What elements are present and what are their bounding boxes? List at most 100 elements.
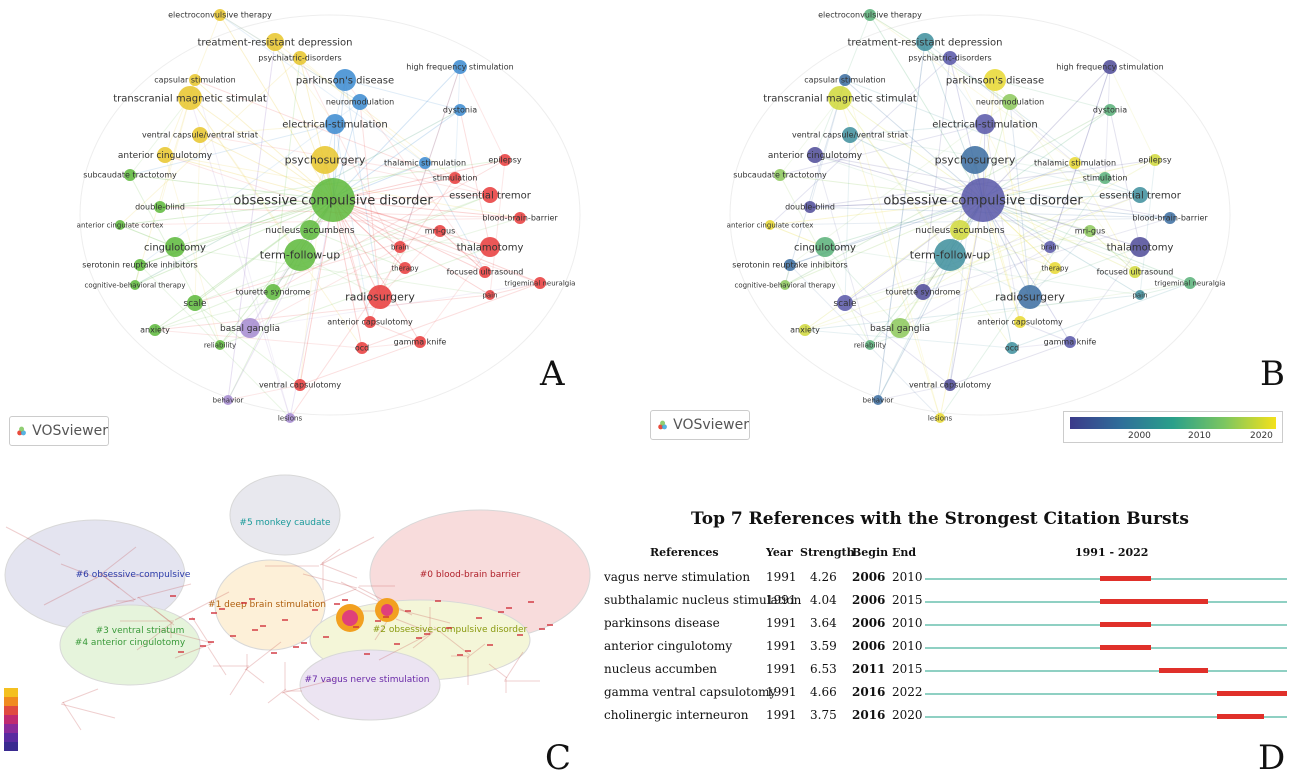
network-node: [356, 342, 368, 354]
network-node: [944, 379, 956, 391]
network-node-label: anterior cingulate cortex: [727, 221, 814, 229]
burst-end: 2015: [892, 662, 923, 676]
network-node: [1064, 336, 1076, 348]
citation-burst-title: Top 7 References with the Strongest Cita…: [691, 509, 1189, 529]
colorbar-tick: 2020: [1250, 431, 1273, 441]
network-node-label: dystonia: [443, 106, 477, 115]
network-node-label: psychiatric-disorders: [258, 54, 341, 63]
panel-c-cluster-map: #5 monkey caudate #6 obsessive-compulsive…: [0, 455, 600, 783]
network-node-label: focused ultrasound: [447, 268, 524, 277]
network-node: [984, 69, 1006, 91]
network-node: [311, 178, 355, 222]
network-node: [890, 318, 910, 338]
network-node: [215, 340, 225, 350]
network-node: [1129, 266, 1141, 278]
network-node: [1006, 342, 1018, 354]
network-node-label: tourette syndrome: [236, 288, 311, 297]
network-node-label: lesions: [928, 414, 953, 422]
network-node: [837, 295, 853, 311]
burst-row: nucleus accumben 1991 6.53 2011 2015: [600, 660, 1290, 682]
network-node: [294, 379, 306, 391]
vosviewer-logo-a: VOSviewer: [9, 416, 109, 446]
network-node-label: cognitive-behavioral therapy: [84, 281, 185, 289]
panel-letter-d: D: [1258, 738, 1286, 778]
cluster-label: #3 ventral striatum: [96, 626, 185, 636]
burst-reference: anterior cingulotomy: [604, 639, 733, 653]
network-node: [115, 220, 125, 230]
burst-end: 2015: [892, 593, 923, 607]
burst-row: gamma ventral capsulotomy 1991 4.66 2016 202…: [600, 683, 1290, 705]
network-node-label: double-blind: [135, 203, 185, 212]
burst-reference: subthalamic nucleus stimulation: [604, 593, 802, 607]
network-node: [961, 146, 989, 174]
network-node-label: term-follow-up: [910, 249, 990, 262]
network-node-label: pain: [482, 291, 497, 299]
network-node-label: high frequency stimulation: [406, 63, 514, 72]
network-node-label: term-follow-up: [260, 249, 340, 262]
network-node: [774, 169, 786, 181]
network-node-label: radiosurgery: [995, 291, 1065, 304]
network-node-label: therapy: [1041, 264, 1068, 272]
cluster-label: #5 monkey caudate: [239, 518, 331, 528]
burst-reference: cholinergic interneuron: [604, 708, 749, 722]
network-node-label: transcranial magnetic stimulat: [763, 93, 917, 104]
vosviewer-logo-icon: [17, 426, 26, 436]
header-begin: Begin: [852, 546, 889, 559]
burst-reference: nucleus accumben: [604, 662, 718, 676]
burst-begin: 2006: [852, 616, 886, 630]
network-edges: [769, 14, 1191, 419]
network-node: [394, 241, 406, 253]
network-node-label: epilepsy: [488, 156, 522, 165]
burst-strength: 4.04: [810, 593, 837, 607]
network-node: [799, 324, 811, 336]
network-node: [1130, 237, 1150, 257]
network-node-label: treatment-resistant depression: [197, 37, 352, 48]
network-node: [1132, 187, 1148, 203]
network-node: [534, 277, 546, 289]
network-node: [434, 225, 446, 237]
network-node-label: basal ganglia: [220, 324, 280, 334]
burst-begin: 2016: [852, 685, 886, 699]
network-node: [943, 51, 957, 65]
network-node: [1149, 154, 1161, 166]
network-node: [935, 413, 945, 423]
network-node: [842, 127, 858, 143]
burst-begin: 2016: [852, 708, 886, 722]
network-node-label: nucleus accumbens: [265, 226, 354, 236]
network-node-label: obsessive compulsive disorder: [233, 193, 433, 208]
network-node-label: essential tremor: [1099, 190, 1182, 201]
burst-end: 2010: [892, 616, 923, 630]
network-node-label: scale: [183, 299, 207, 309]
network-node-label: obsessive compulsive disorder: [883, 193, 1083, 208]
network-node-label: anxiety: [790, 326, 820, 335]
network-node: [765, 220, 775, 230]
burst-bar: [1216, 691, 1287, 696]
burst-year: 1991: [766, 708, 797, 722]
network-node: [1103, 60, 1117, 74]
network-node: [352, 94, 368, 110]
network-node-label: pain: [1132, 291, 1147, 299]
network-node: [300, 220, 320, 240]
network-node-label: capsular stimulation: [804, 76, 885, 85]
panel-b-network: electroconvulsive therapy treatment-resis…: [650, 0, 1250, 450]
burst-strength: 3.75: [810, 708, 837, 722]
network-node: [1135, 290, 1145, 300]
burst-end: 2020: [892, 708, 923, 722]
network-node: [454, 104, 466, 116]
network-node-label: serotonin reuptake inhibitors: [82, 261, 197, 270]
network-node: [839, 74, 851, 86]
network-node: [480, 237, 500, 257]
network-node: [828, 86, 852, 110]
network-node: [1069, 157, 1081, 169]
network-node-label: mri-gus: [1075, 227, 1106, 236]
network-node-label: ventral capsule/ventral striat: [142, 131, 258, 140]
network-node-label: capsular stimulation: [154, 76, 235, 85]
header-end: End: [892, 546, 917, 559]
network-node-label: electrical-stimulation: [932, 119, 1037, 130]
burst-year: 1991: [766, 639, 797, 653]
network-node: [1104, 104, 1116, 116]
network-node-label: reliability: [854, 341, 886, 349]
network-node-label: psychiatric-disorders: [908, 54, 991, 63]
vosviewer-logo-b: VOSviewer: [650, 410, 750, 440]
burst-row: subthalamic nucleus stimulation 1991 4.04 2…: [600, 591, 1290, 613]
